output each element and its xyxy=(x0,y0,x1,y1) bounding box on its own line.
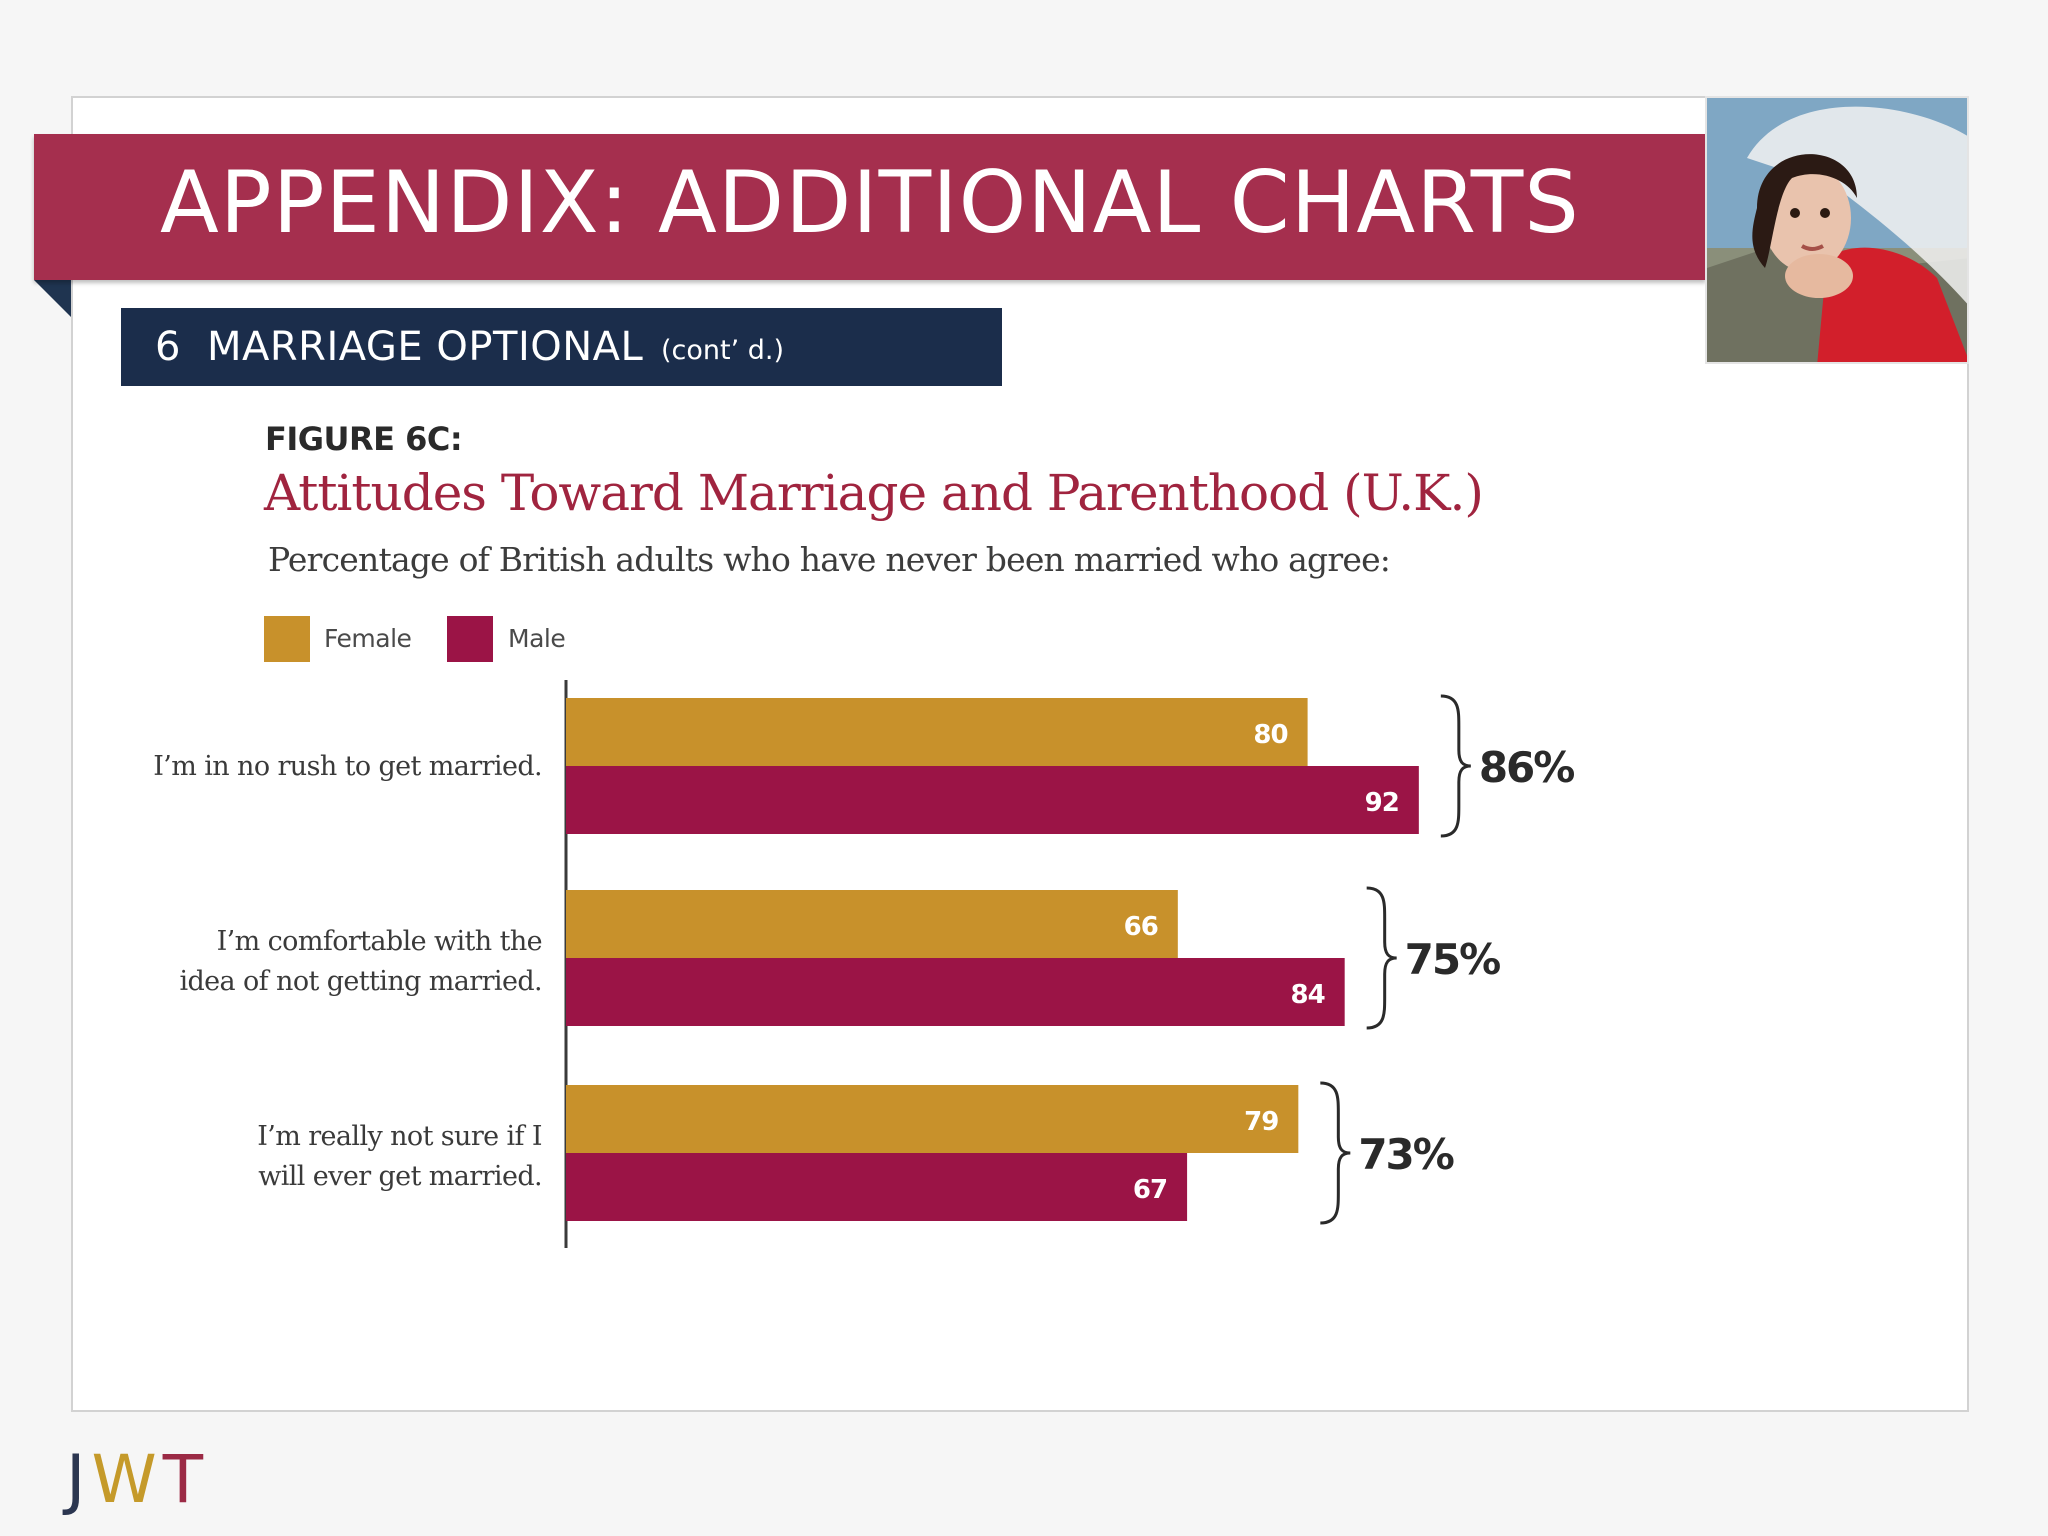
legend-label-male: Male xyxy=(508,624,566,653)
section-number: 6 xyxy=(155,324,181,370)
bracket-2 xyxy=(1366,886,1397,1030)
section-continued: (cont’ d.) xyxy=(661,335,785,366)
bar-female-1 xyxy=(566,698,1308,766)
total-label-3: 73% xyxy=(1358,1130,1453,1179)
bar-female-2 xyxy=(566,890,1178,958)
total-label-1: 86% xyxy=(1479,743,1574,792)
bar-value-label-male-1: 92 xyxy=(1365,788,1399,818)
slide-title: APPENDIX: ADDITIONAL CHARTS xyxy=(160,153,1580,253)
legend-swatch-male xyxy=(447,616,493,662)
jwt-logo-w: W xyxy=(91,1441,163,1518)
bar-value-label-female-2: 66 xyxy=(1124,912,1158,942)
title-banner: APPENDIX: ADDITIONAL CHARTS xyxy=(34,134,1706,280)
bar-female-3 xyxy=(566,1085,1299,1153)
total-label-2: 75% xyxy=(1405,935,1500,984)
section-header-bar: 6 MARRIAGE OPTIONAL (cont’ d.) xyxy=(121,308,1002,386)
bar-male-2 xyxy=(566,958,1345,1026)
category-label-3: I’m really not sure if I will ever get m… xyxy=(257,1117,542,1197)
legend-swatch-female xyxy=(264,616,310,662)
title-banner-fold xyxy=(34,280,71,317)
chart-title: Attitudes Toward Marriage and Parenthood… xyxy=(264,464,1484,522)
category-label-1-line-1: I’m in no rush to get married. xyxy=(153,751,542,782)
bride-photo-illustration xyxy=(1707,98,1967,362)
category-label-2: I’m comfortable with the idea of not get… xyxy=(179,922,542,1002)
category-label-2-line-2: idea of not getting married. xyxy=(179,966,542,997)
bracket-1 xyxy=(1440,694,1471,838)
bar-male-3 xyxy=(566,1153,1188,1221)
bar-value-label-female-3: 79 xyxy=(1244,1107,1278,1137)
category-label-3-line-1: I’m really not sure if I xyxy=(257,1121,542,1152)
bar-value-label-female-1: 80 xyxy=(1253,720,1287,750)
category-label-3-line-2: will ever get married. xyxy=(258,1161,542,1192)
category-label-1: I’m in no rush to get married. xyxy=(153,747,542,787)
chart-subtitle: Percentage of British adults who have ne… xyxy=(268,540,1391,579)
bar-male-1 xyxy=(566,766,1419,834)
category-label-2-line-1: I’m comfortable with the xyxy=(216,926,543,957)
jwt-logo-t: T xyxy=(162,1441,210,1518)
jwt-logo-j: J xyxy=(66,1441,92,1518)
bride-photo xyxy=(1705,96,1969,364)
legend-label-female: Female xyxy=(324,624,412,653)
bar-value-label-male-2: 84 xyxy=(1290,980,1324,1010)
bar-value-label-male-3: 67 xyxy=(1133,1175,1167,1205)
figure-label: FIGURE 6C: xyxy=(265,420,463,458)
section-title: MARRIAGE OPTIONAL xyxy=(207,324,644,370)
jwt-logo: JWT xyxy=(66,1440,209,1520)
bracket-3 xyxy=(1320,1081,1351,1225)
